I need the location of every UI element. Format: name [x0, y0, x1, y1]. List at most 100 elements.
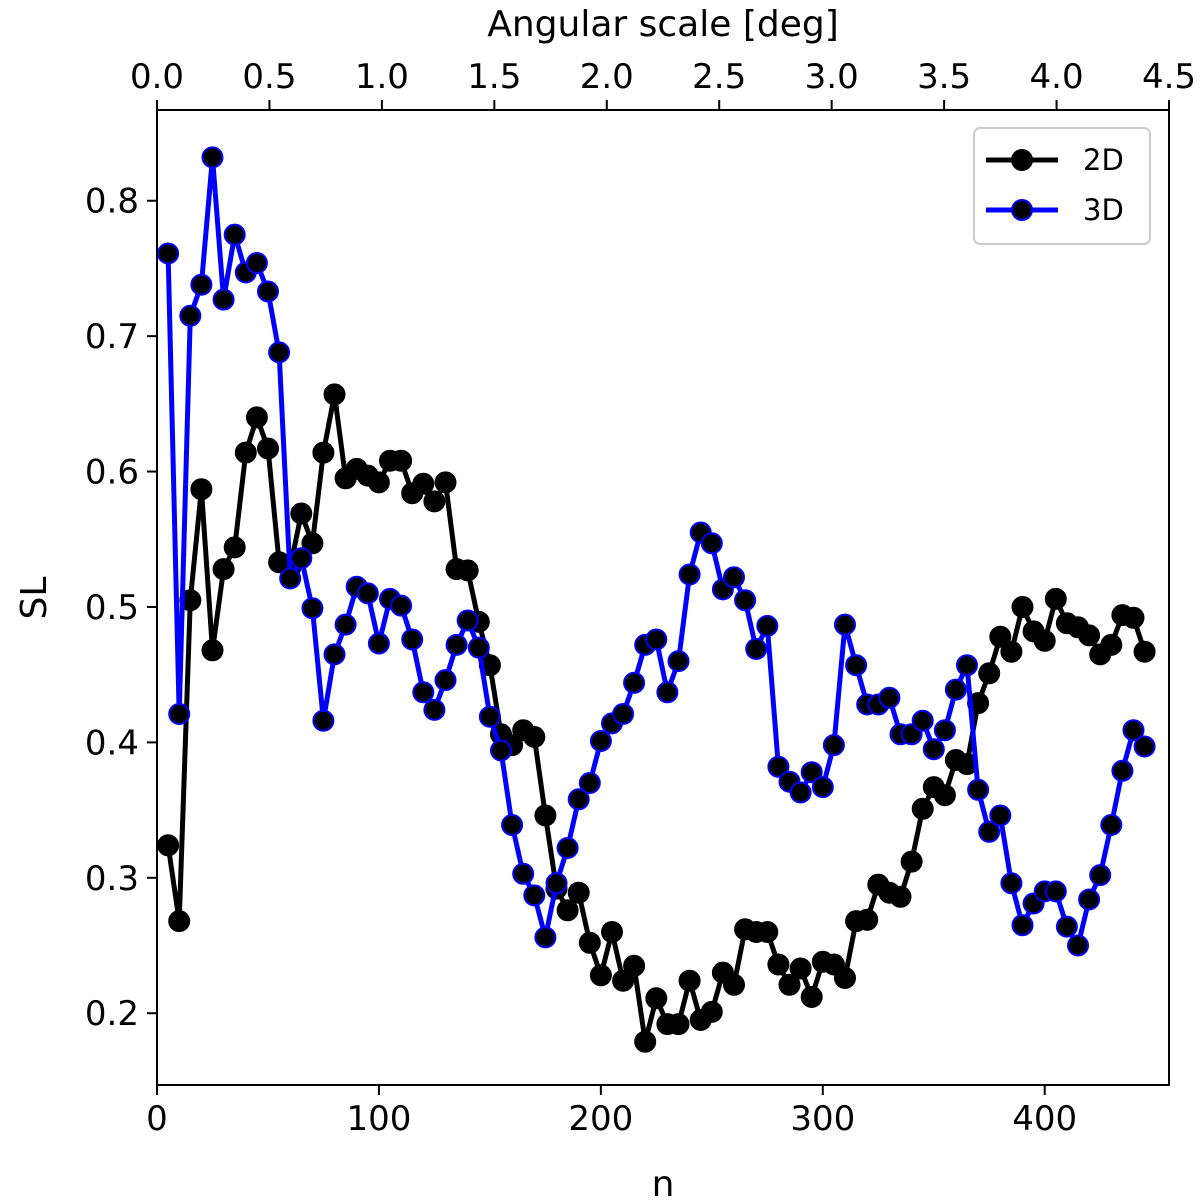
- point-3d: [312, 709, 335, 732]
- series-2d: [157, 383, 1156, 1053]
- point-2d: [933, 784, 956, 807]
- point-2d: [767, 953, 790, 976]
- point-2d: [1122, 606, 1145, 629]
- point-3d: [989, 804, 1012, 827]
- axes-layer: 0 100 200 300 400 0.2 0.3 0.4 0.5 0.6 0.7 0.8 0.0 0.5…: [85, 57, 1196, 1139]
- x-tick-label: 400: [1012, 1099, 1077, 1139]
- point-2d: [800, 986, 823, 1008]
- legend-marker-2d: [1011, 149, 1033, 171]
- point-3d: [190, 273, 213, 296]
- point-2d: [889, 885, 912, 908]
- series-layer: [157, 146, 1156, 1053]
- point-3d: [212, 288, 235, 311]
- point-2d: [723, 973, 745, 996]
- x-tick-label: 300: [790, 1099, 855, 1139]
- y-axis-label: SL: [14, 577, 55, 620]
- point-3d: [789, 781, 812, 804]
- point-3d: [1122, 719, 1145, 742]
- legend: 2D 3D: [973, 127, 1151, 245]
- y-tick-label: 0.6: [85, 453, 139, 493]
- point-3d: [967, 778, 990, 801]
- point-3d: [767, 755, 790, 778]
- top-x-tick-label: 4.5: [1142, 57, 1196, 97]
- point-2d: [556, 899, 579, 922]
- point-3d: [157, 242, 180, 265]
- point-3d: [179, 304, 202, 327]
- top-x-tick-label: 4.0: [1030, 57, 1084, 97]
- plot-frame: [156, 109, 1170, 1086]
- point-2d: [612, 969, 635, 992]
- point-2d: [190, 478, 213, 501]
- point-2d: [856, 908, 879, 931]
- x-tick-label: 0: [146, 1099, 168, 1139]
- point-2d: [756, 921, 779, 943]
- point-2d: [323, 383, 346, 406]
- point-2d: [900, 850, 923, 873]
- point-3d: [545, 872, 568, 895]
- top-x-axis-label: Angular scale [deg]: [487, 4, 839, 45]
- point-3d: [412, 681, 435, 704]
- series-3d: [157, 146, 1156, 957]
- point-2d: [989, 625, 1012, 648]
- point-3d: [1055, 915, 1078, 938]
- point-3d: [667, 650, 690, 673]
- point-3d: [956, 654, 978, 677]
- point-3d: [1089, 864, 1112, 887]
- point-2d: [678, 969, 701, 992]
- point-3d: [467, 636, 490, 659]
- point-3d: [478, 705, 501, 728]
- point-3d: [1044, 880, 1067, 903]
- point-3d: [367, 632, 390, 655]
- point-2d: [290, 502, 313, 525]
- point-3d: [911, 709, 934, 732]
- point-2d: [245, 406, 268, 429]
- point-2d: [212, 558, 235, 581]
- point-2d: [645, 987, 668, 1010]
- point-2d: [1000, 640, 1023, 663]
- point-3d: [490, 739, 512, 762]
- point-2d: [168, 910, 191, 933]
- point-3d: [756, 614, 779, 637]
- point-3d: [1011, 914, 1034, 937]
- point-3d: [623, 671, 646, 694]
- point-3d: [922, 738, 945, 761]
- point-2d: [978, 662, 1001, 685]
- point-3d: [501, 814, 524, 836]
- point-3d: [223, 223, 246, 246]
- x-tick-label: 200: [568, 1099, 633, 1139]
- point-2d: [234, 441, 257, 464]
- point-3d: [734, 589, 757, 612]
- legend-label-2d: 2D: [1083, 143, 1124, 177]
- point-2d: [434, 471, 457, 494]
- point-3d: [390, 594, 413, 617]
- point-3d: [578, 772, 601, 794]
- point-3d: [334, 613, 357, 636]
- point-2d: [1044, 587, 1067, 610]
- point-2d: [201, 639, 224, 662]
- top-x-tick-label: 0.5: [242, 57, 296, 97]
- point-3d: [589, 730, 612, 752]
- point-3d: [834, 613, 856, 636]
- point-3d: [257, 280, 279, 303]
- point-3d: [1067, 934, 1089, 957]
- y-tick-label: 0.4: [85, 723, 139, 763]
- point-3d: [933, 719, 956, 742]
- point-3d: [745, 638, 768, 660]
- point-3d: [301, 597, 324, 620]
- point-2d: [390, 449, 413, 472]
- point-3d: [822, 734, 845, 757]
- point-3d: [978, 820, 1001, 843]
- point-3d: [456, 609, 479, 632]
- point-3d: [878, 686, 901, 709]
- point-3d: [645, 628, 668, 651]
- point-2d: [1011, 596, 1034, 618]
- point-3d: [700, 532, 723, 555]
- point-3d: [556, 837, 579, 859]
- point-3d: [845, 654, 868, 677]
- point-3d: [944, 678, 967, 701]
- point-2d: [223, 536, 246, 559]
- point-3d: [201, 146, 224, 169]
- point-3d: [800, 761, 823, 784]
- point-2d: [778, 973, 801, 996]
- point-2d: [301, 532, 324, 555]
